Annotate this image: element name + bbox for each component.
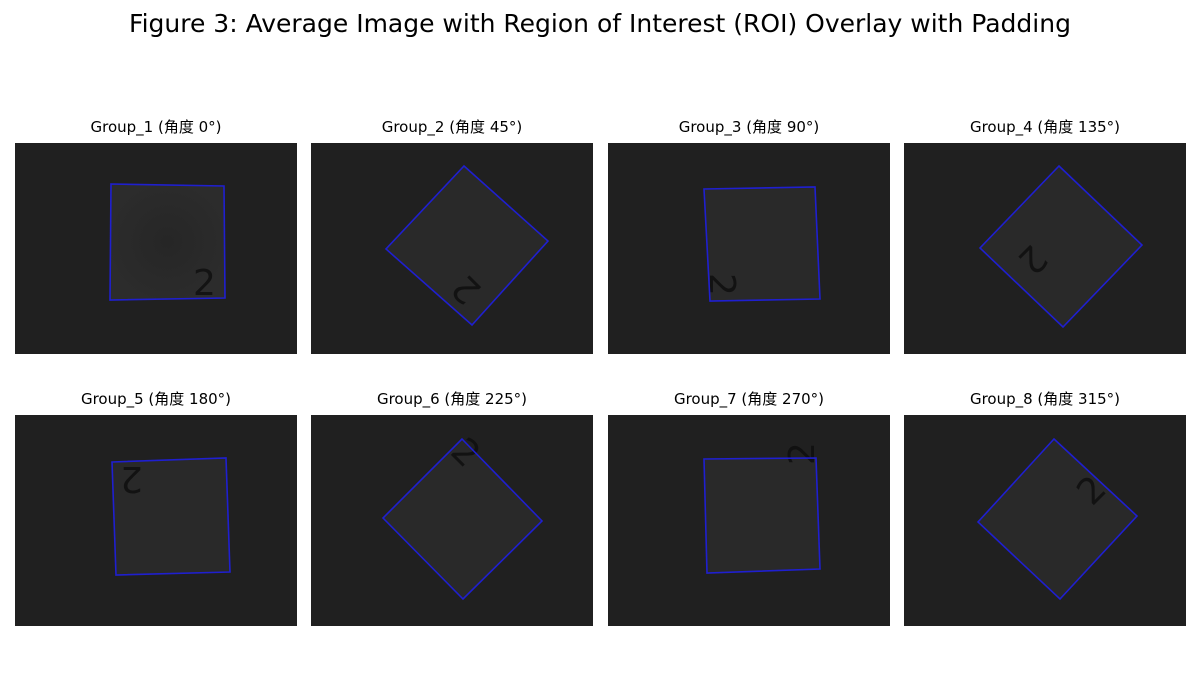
roi-fill (110, 184, 225, 300)
roi-overlay-plot: 2 (703, 442, 823, 574)
panel-title: Group_6 (角度 225°) (376, 390, 528, 408)
roi-outline (978, 164, 1144, 329)
average-image: 2 (608, 415, 890, 626)
roi-outline (703, 186, 821, 302)
roi-fill (978, 439, 1137, 599)
roi-fill (704, 458, 820, 573)
roi-overlay-plot: 2 (109, 183, 226, 304)
figure-title: Figure 3: Average Image with Region of I… (129, 9, 1071, 38)
roi-fill (704, 187, 820, 301)
digit-glyph: 2 (193, 263, 216, 304)
roi-outline (976, 437, 1139, 601)
panel-title: Group_8 (角度 315°) (969, 390, 1121, 408)
digit-glyph: 2 (120, 458, 143, 499)
panel-title: Group_4 (角度 135°) (969, 118, 1121, 136)
roi-overlay-plot: 2 (976, 437, 1139, 601)
average-image: 2 (15, 143, 297, 354)
average-image: 2 (608, 143, 890, 354)
roi-outline (381, 437, 544, 601)
roi-overlay-plot: 2 (978, 164, 1144, 329)
roi-overlay-plot: 2 (111, 457, 231, 576)
roi-outline (111, 457, 231, 576)
roi-overlay-plot: 2 (384, 164, 550, 327)
panel-title: Group_3 (角度 90°) (678, 118, 820, 136)
roi-overlay-plot: 2 (381, 430, 544, 601)
roi-fill (980, 166, 1142, 327)
panel-title: Group_1 (角度 0°) (90, 118, 222, 136)
average-image: 2 (904, 143, 1186, 354)
digit-glyph: 2 (782, 442, 823, 465)
roi-outline (703, 457, 821, 574)
roi-outline (384, 164, 550, 327)
average-image: 2 (904, 415, 1186, 626)
roi-outline (109, 183, 226, 301)
roi-overlay-plot: 2 (701, 186, 821, 302)
roi-fill (112, 458, 230, 575)
panel-title: Group_5 (角度 180°) (80, 390, 232, 408)
average-image: 2 (311, 415, 593, 626)
average-image: 2 (15, 415, 297, 626)
digit-glyph: 2 (701, 273, 742, 296)
average-image: 2 (311, 143, 593, 354)
panel-title: Group_2 (角度 45°) (381, 118, 523, 136)
panel-title: Group_7 (角度 270°) (673, 390, 825, 408)
